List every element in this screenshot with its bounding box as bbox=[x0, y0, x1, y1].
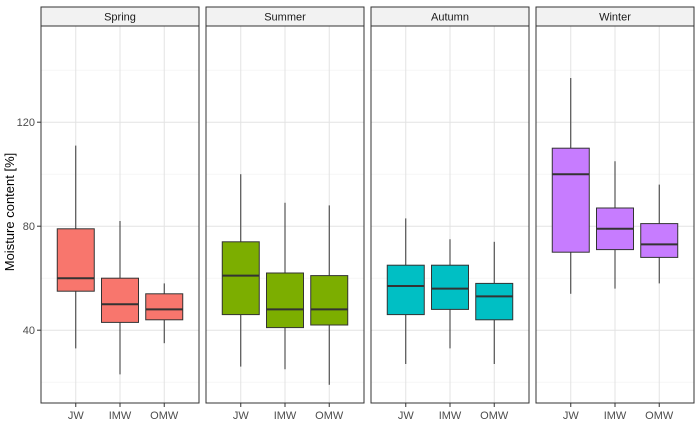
box-jw bbox=[551, 78, 590, 294]
box-iqr bbox=[551, 147, 590, 253]
box-omw bbox=[310, 205, 349, 385]
x-tick-label: IMW bbox=[109, 410, 132, 422]
box-jw bbox=[386, 218, 425, 364]
x-tick-label: JW bbox=[233, 410, 250, 422]
box-iqr bbox=[310, 275, 349, 326]
x-tick-label: IMW bbox=[604, 410, 627, 422]
box-imw bbox=[596, 161, 634, 289]
box-iqr bbox=[101, 277, 139, 323]
y-axis-title: Moisture content [%] bbox=[2, 153, 17, 272]
facet-panels: Spring JW IMW OMW Summer JW IMW OMW Autumn JW IMW O… bbox=[40, 6, 695, 422]
facet-strip-label: Autumn bbox=[431, 12, 469, 24]
box-iqr bbox=[475, 282, 514, 321]
x-tick-label: JW bbox=[398, 410, 415, 422]
x-tick-label: OMW bbox=[480, 410, 509, 422]
box-iqr bbox=[640, 223, 679, 258]
box-iqr bbox=[386, 264, 425, 316]
facet-strip-label: Summer bbox=[264, 12, 306, 24]
box-iqr bbox=[266, 272, 304, 329]
y-tick-label: 40 bbox=[23, 325, 35, 337]
facet-strip-label: Winter bbox=[599, 12, 631, 24]
box-imw bbox=[101, 221, 139, 375]
box-jw bbox=[221, 174, 260, 367]
box-iqr bbox=[145, 293, 184, 321]
box-jw bbox=[56, 145, 95, 349]
facet-panel-winter: Winter JW IMW OMW bbox=[535, 6, 695, 422]
x-tick-label: IMW bbox=[274, 410, 297, 422]
box-imw bbox=[266, 202, 304, 370]
box-iqr bbox=[56, 228, 95, 292]
y-axis-ticks: 40 80 120 bbox=[17, 117, 41, 337]
box-omw bbox=[640, 184, 679, 284]
x-tick-label: OMW bbox=[315, 410, 344, 422]
x-tick-label: OMW bbox=[645, 410, 674, 422]
y-tick-label: 120 bbox=[17, 117, 35, 129]
facet-strip-label: Spring bbox=[104, 12, 136, 24]
x-tick-label: OMW bbox=[150, 410, 179, 422]
facet-panel-summer: Summer JW IMW OMW bbox=[205, 6, 365, 422]
x-tick-label: JW bbox=[68, 410, 85, 422]
box-iqr bbox=[431, 264, 469, 310]
x-tick-label: JW bbox=[563, 410, 580, 422]
facet-panel-spring: Spring JW IMW OMW bbox=[40, 6, 200, 422]
box-imw bbox=[431, 239, 469, 349]
x-tick-label: IMW bbox=[439, 410, 462, 422]
y-tick-label: 80 bbox=[23, 221, 35, 233]
box-omw bbox=[475, 241, 514, 364]
facet-panel-autumn: Autumn JW IMW OMW bbox=[370, 6, 530, 422]
box-iqr bbox=[221, 241, 260, 316]
box-omw bbox=[145, 283, 184, 344]
